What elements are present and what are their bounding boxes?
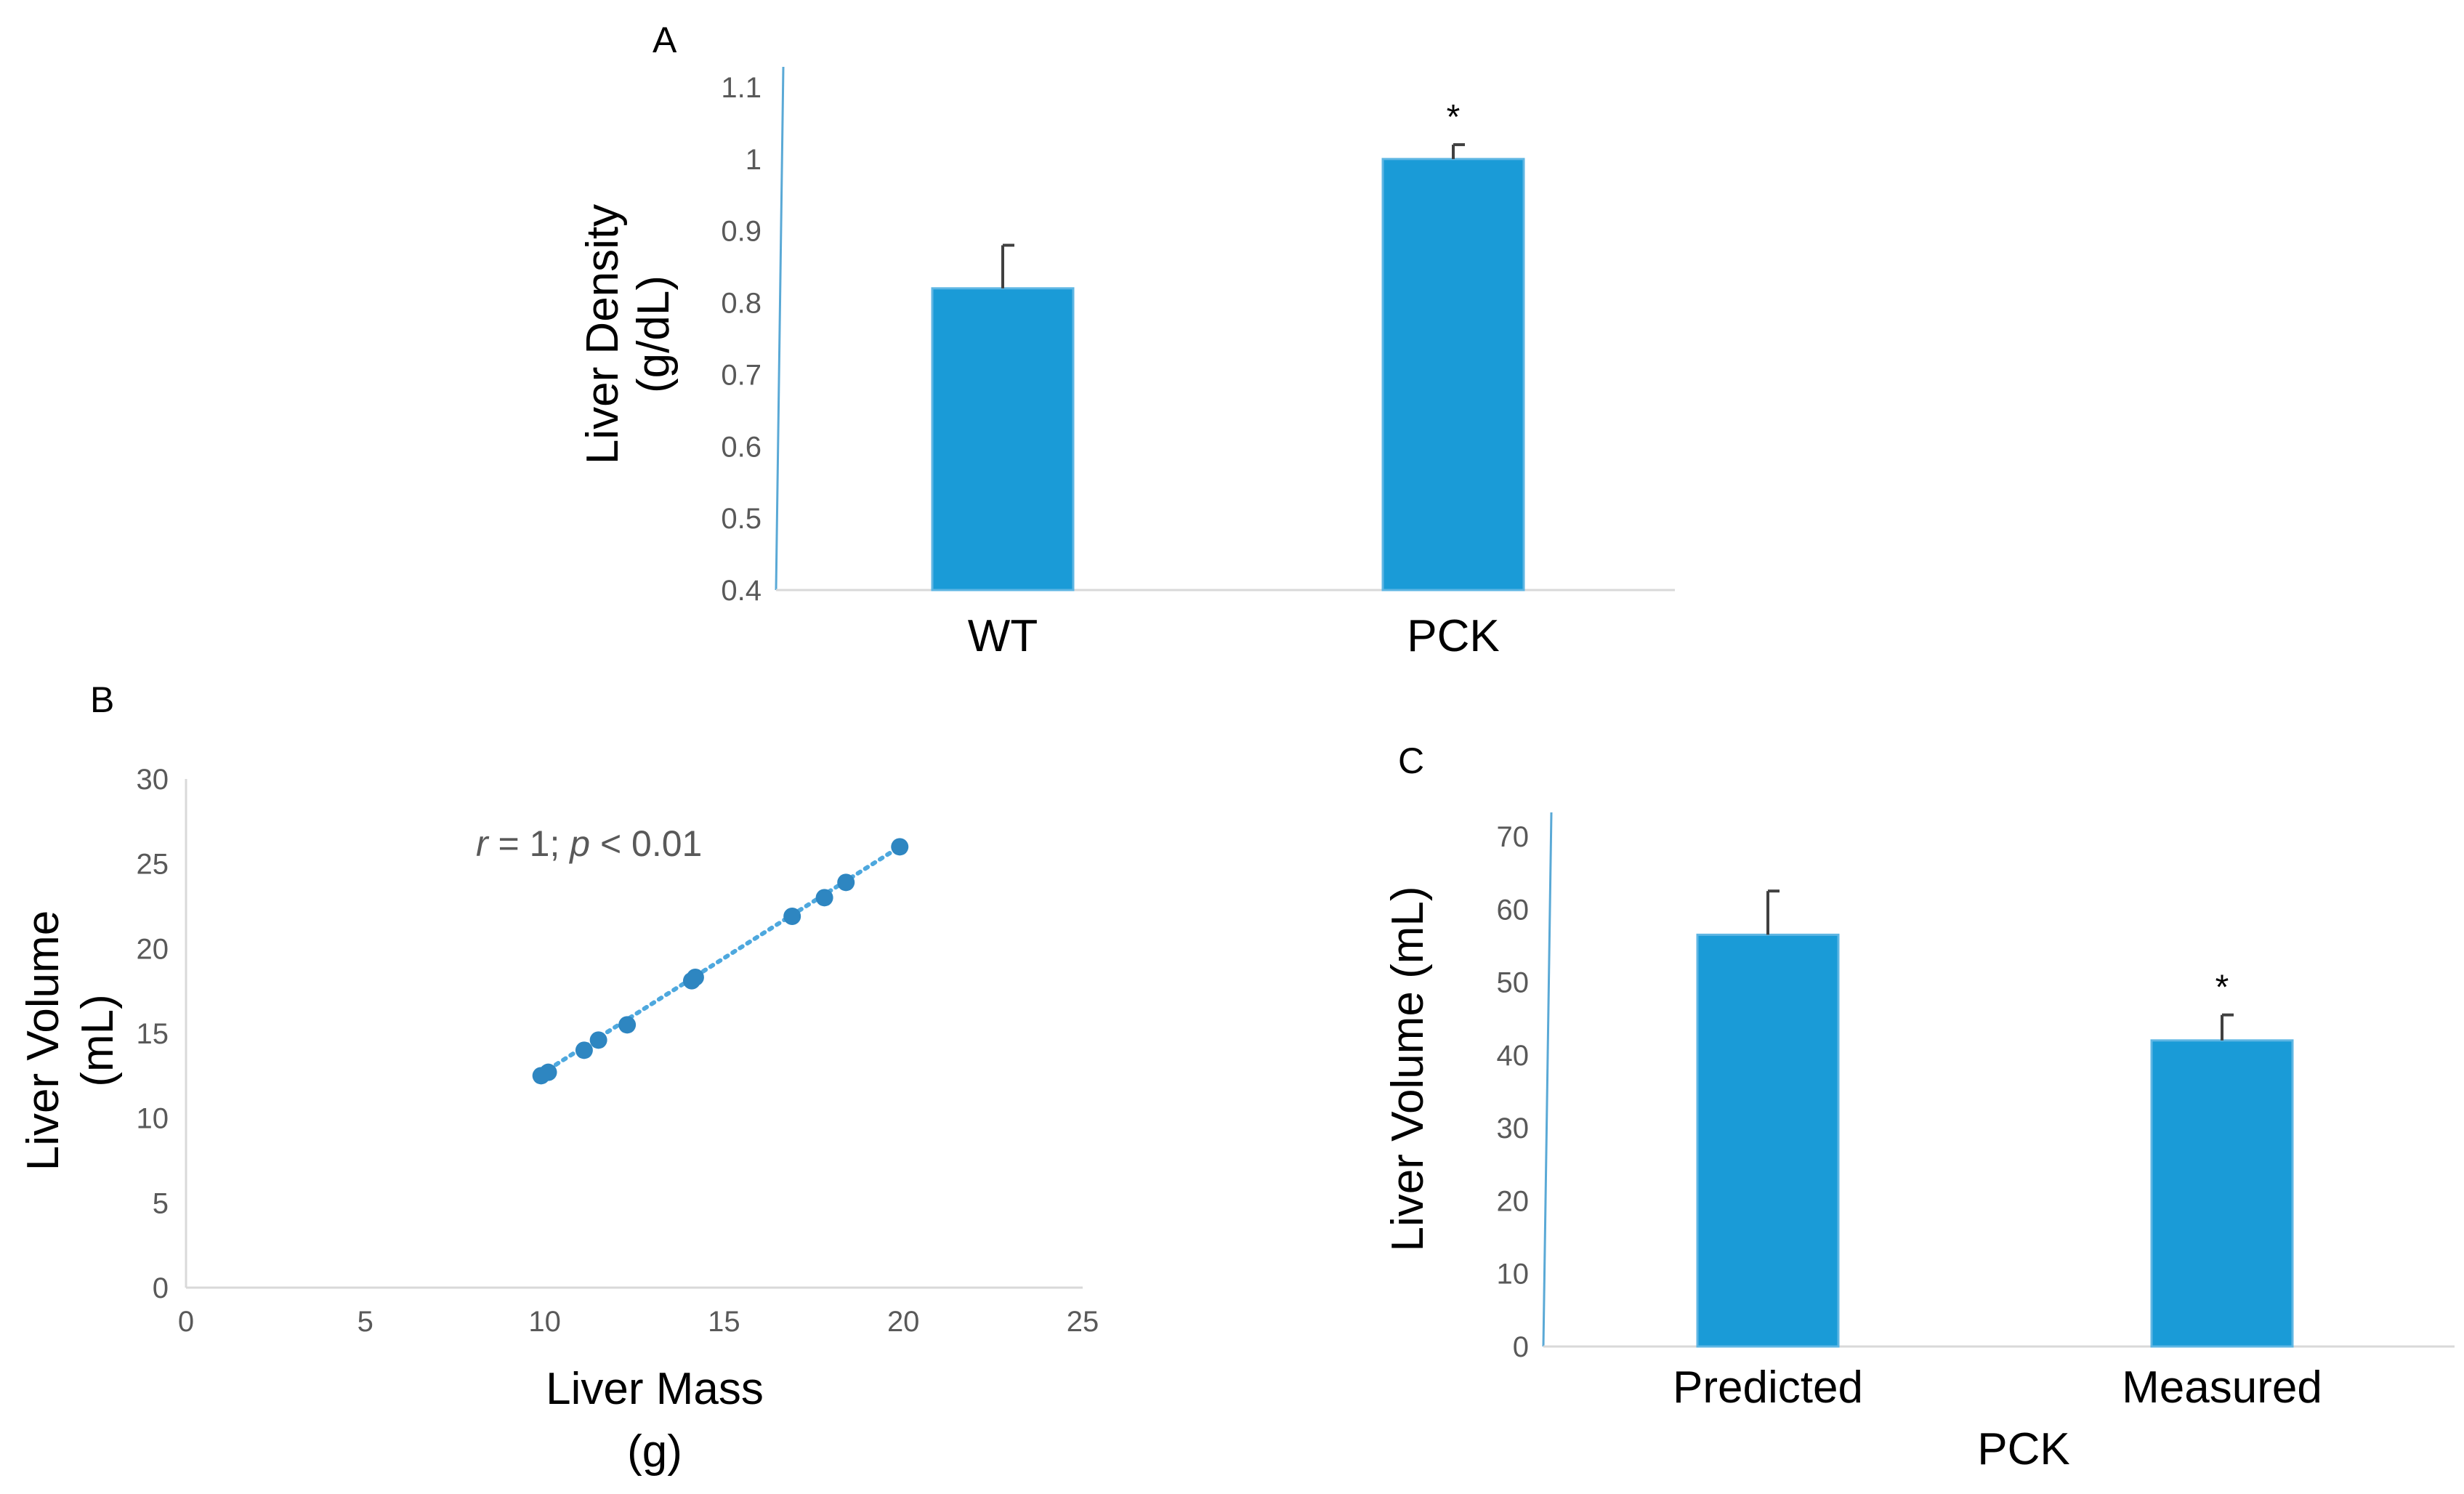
y-tick-label-b: 5 <box>153 1187 169 1219</box>
data-point <box>589 1031 607 1049</box>
y-tick-label-b: 25 <box>137 849 169 881</box>
y-axis-c <box>1542 812 1553 1347</box>
y-tick-label-c: 0 <box>1513 1331 1529 1363</box>
x-tick-label-b: 20 <box>887 1306 920 1338</box>
bar-wt <box>931 287 1075 591</box>
x-tick-label-b: 0 <box>178 1306 194 1338</box>
y-tick-label-a: 0.6 <box>721 431 762 463</box>
y-tick-label-c: 60 <box>1497 894 1530 926</box>
y-axis-label-b-line2: (mL) <box>73 994 123 1086</box>
y-tick-label-c: 20 <box>1497 1185 1530 1217</box>
y-tick-label-b: 20 <box>137 933 169 965</box>
y-tick-label-c: 30 <box>1497 1113 1530 1144</box>
correlation-annotation: r = 1; p < 0.01 <box>476 823 702 864</box>
bar-predicted <box>1696 933 1840 1348</box>
y-tick-label-a: 0.8 <box>721 288 762 320</box>
y-tick-label-a: 0.9 <box>721 216 762 248</box>
data-point <box>618 1016 637 1034</box>
x-tick-label-b: 15 <box>708 1306 740 1338</box>
data-point <box>891 838 909 856</box>
significance-marker: * <box>2215 969 2229 1007</box>
data-point <box>575 1041 593 1059</box>
chart-a: A Liver Density (g/dL) 0.4 0.5 0.6 0.7 0.8 0.… <box>578 20 1675 661</box>
y-axis-label-a-line2: (g/dL) <box>629 275 679 393</box>
y-tick-label-b: 0 <box>153 1272 169 1304</box>
y-tick-label-c: 40 <box>1497 1040 1530 1072</box>
x-tick-label-c: Measured <box>2122 1362 2322 1413</box>
y-tick-label-c: 50 <box>1497 967 1530 999</box>
data-point <box>539 1063 557 1081</box>
data-point <box>837 873 855 892</box>
data-point <box>783 908 801 925</box>
x-axis-label-b-line2: (g) <box>627 1426 682 1477</box>
y-tick-label-a: 0.5 <box>721 503 762 535</box>
x-tick-label-c: Predicted <box>1673 1362 1863 1413</box>
x-tick-label-b: 5 <box>358 1306 373 1338</box>
significance-marker: * <box>1447 98 1461 137</box>
y-axis-label-c: Liver Volume (mL) <box>1383 886 1433 1251</box>
y-axis-label-b-line1: Liver Volume <box>18 910 68 1171</box>
panel-label-c: C <box>1398 740 1424 781</box>
x-tick-label-a: PCK <box>1407 611 1499 661</box>
y-tick-label-a: 1 <box>746 144 762 176</box>
x-axis-label-c: PCK <box>1977 1424 2069 1474</box>
y-tick-label-a: 1.1 <box>721 72 762 104</box>
data-point <box>686 969 704 986</box>
bar-measured <box>2150 1039 2294 1348</box>
bar-pck <box>1381 158 1525 591</box>
chart-b: B Liver Volume (mL) 0 5 10 15 20 25 30 0 5 10 15 20… <box>18 679 1099 1477</box>
chart-c: C Liver Volume (mL) 0 10 20 30 40 50 60 70 Pred… <box>1383 740 2455 1474</box>
y-axis-a <box>775 66 785 591</box>
y-axis-label-a-line1: Liver Density <box>578 204 628 464</box>
x-tick-label-b: 25 <box>1067 1306 1099 1338</box>
x-axis-label-b-line1: Liver Mass <box>546 1364 764 1414</box>
y-tick-label-a: 0.7 <box>721 359 762 391</box>
x-tick-label-b: 10 <box>528 1306 561 1338</box>
y-tick-label-b: 15 <box>137 1018 169 1050</box>
y-tick-label-b: 10 <box>137 1103 169 1135</box>
x-tick-label-a: WT <box>968 611 1038 661</box>
y-tick-label-b: 30 <box>137 764 169 796</box>
y-tick-label-c: 70 <box>1497 821 1530 853</box>
panel-label-b: B <box>90 679 114 720</box>
y-tick-label-c: 10 <box>1497 1259 1530 1291</box>
y-tick-label-a: 0.4 <box>721 575 762 607</box>
data-point <box>815 889 833 907</box>
panel-label-a: A <box>653 20 677 60</box>
